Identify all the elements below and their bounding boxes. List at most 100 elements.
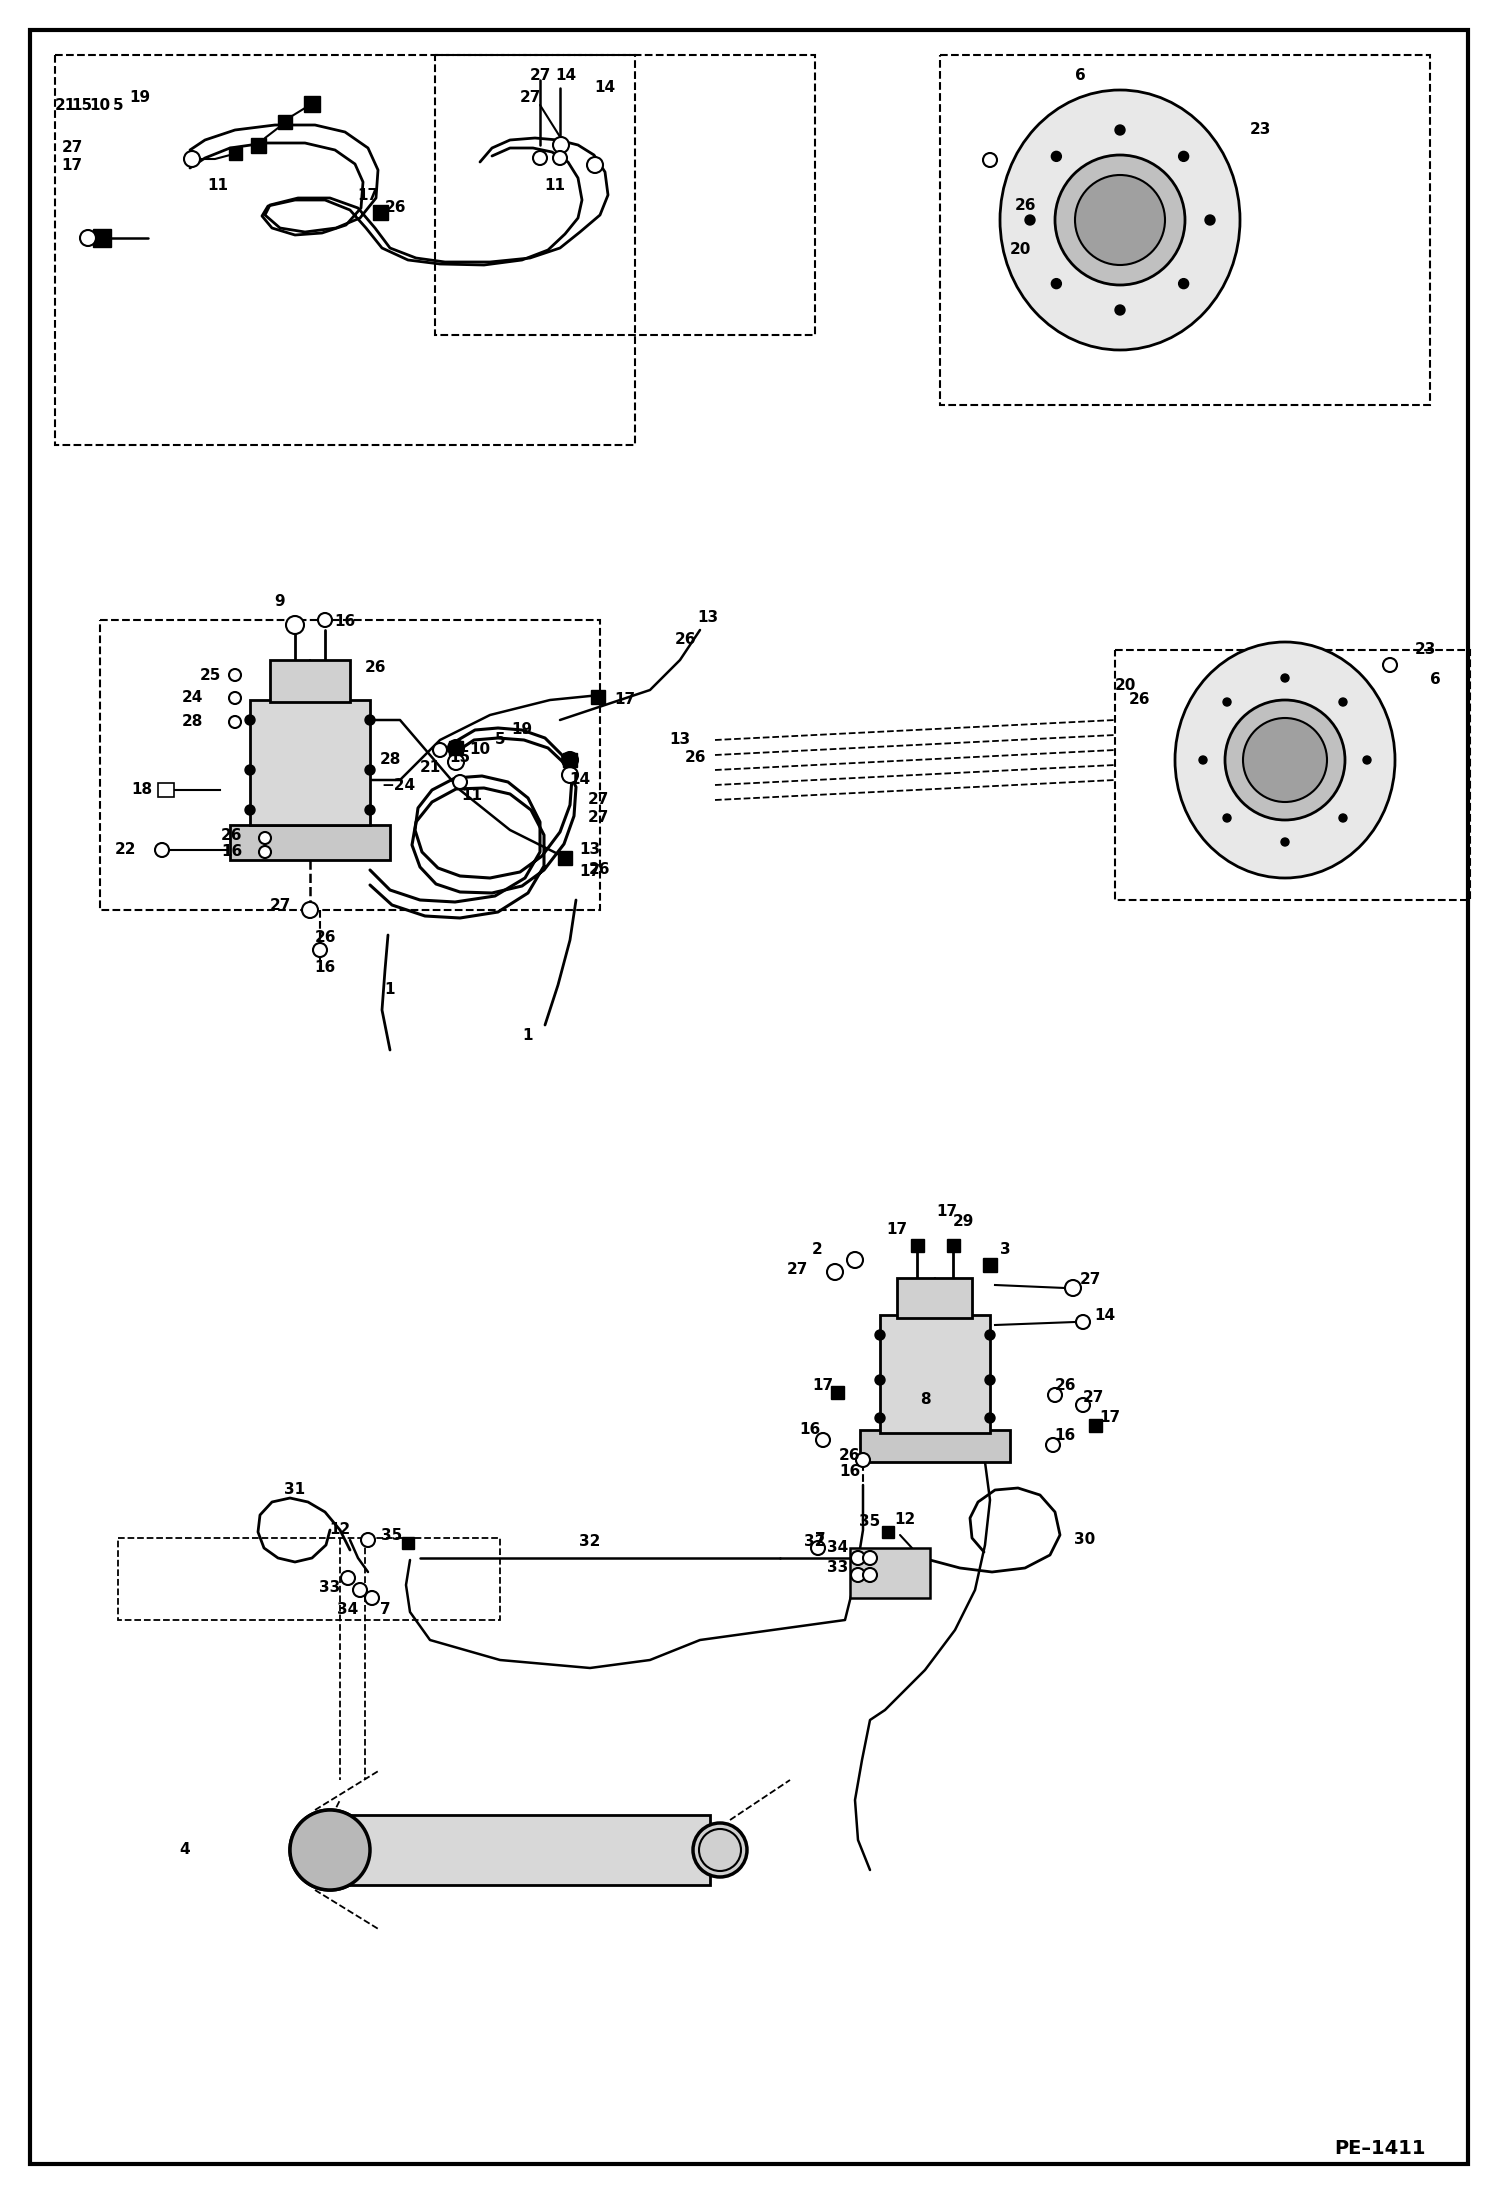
Text: 27: 27 (1083, 1391, 1104, 1406)
Bar (250, 700, 370, 825)
Text: 17: 17 (61, 158, 82, 173)
Bar (830, 1384, 843, 1398)
Text: 24: 24 (181, 691, 202, 706)
Bar (882, 1527, 894, 1538)
Circle shape (875, 1376, 885, 1384)
Bar (270, 660, 351, 702)
Text: 6: 6 (1074, 68, 1086, 83)
Text: 16: 16 (800, 1422, 821, 1437)
Circle shape (1076, 176, 1165, 265)
Text: 12: 12 (894, 1512, 915, 1527)
Text: 34: 34 (827, 1540, 849, 1556)
Bar (941, 55, 1431, 406)
Bar (279, 114, 292, 129)
Text: 22: 22 (114, 842, 136, 858)
Text: 32: 32 (804, 1534, 825, 1549)
Text: 26: 26 (1129, 693, 1150, 706)
Circle shape (1383, 658, 1398, 671)
Text: 31: 31 (285, 1483, 306, 1499)
Circle shape (1339, 698, 1347, 706)
Circle shape (452, 774, 467, 790)
Circle shape (694, 1823, 748, 1878)
Circle shape (1243, 717, 1327, 803)
Text: 13: 13 (670, 733, 691, 748)
Bar (157, 783, 174, 796)
Circle shape (229, 669, 241, 680)
Circle shape (587, 158, 604, 173)
Circle shape (246, 805, 255, 814)
Text: 26: 26 (1014, 197, 1035, 213)
Text: 35: 35 (382, 1527, 403, 1542)
Text: 27: 27 (1080, 1273, 1101, 1288)
Bar (983, 1257, 998, 1273)
Circle shape (983, 154, 998, 167)
Text: 11: 11 (461, 788, 482, 803)
Text: 26: 26 (674, 632, 695, 647)
Text: 33: 33 (319, 1580, 340, 1595)
Circle shape (986, 1330, 995, 1341)
Circle shape (291, 1810, 370, 1889)
Circle shape (846, 1253, 863, 1268)
Text: 26: 26 (385, 200, 406, 215)
Text: 13: 13 (698, 610, 719, 625)
Text: 26: 26 (589, 862, 611, 878)
Circle shape (246, 766, 255, 774)
Text: 25: 25 (199, 667, 220, 682)
Text: 4: 4 (180, 1843, 190, 1858)
Text: 19: 19 (511, 722, 533, 737)
Circle shape (1055, 156, 1185, 285)
Text: 14: 14 (1095, 1308, 1116, 1323)
Text: 17: 17 (1100, 1411, 1121, 1426)
Text: 5: 5 (112, 97, 123, 112)
Circle shape (986, 1376, 995, 1384)
Circle shape (184, 151, 201, 167)
Bar (231, 825, 389, 860)
Text: 6: 6 (1429, 674, 1441, 687)
Circle shape (154, 842, 169, 858)
Text: 10: 10 (469, 742, 490, 757)
Text: 20: 20 (1010, 244, 1031, 257)
Text: 8: 8 (920, 1393, 930, 1409)
Circle shape (855, 1452, 870, 1468)
Bar (304, 97, 321, 112)
Text: 30: 30 (1074, 1531, 1095, 1547)
Text: 2: 2 (812, 1242, 822, 1257)
Text: 21: 21 (419, 761, 440, 774)
Text: PE–1411: PE–1411 (1335, 2139, 1426, 2157)
Text: 23: 23 (1414, 643, 1435, 658)
Circle shape (851, 1569, 864, 1582)
Circle shape (553, 151, 568, 165)
Text: 17: 17 (887, 1222, 908, 1237)
Circle shape (448, 739, 464, 757)
Text: 23: 23 (1249, 123, 1270, 138)
Circle shape (448, 755, 464, 770)
Circle shape (318, 612, 333, 627)
Bar (563, 753, 577, 768)
Circle shape (562, 753, 578, 768)
Text: 26: 26 (839, 1448, 861, 1463)
Circle shape (361, 1534, 374, 1547)
Text: 7: 7 (815, 1531, 825, 1547)
Text: 14: 14 (595, 81, 616, 97)
Bar (401, 1538, 413, 1549)
Text: −24: −24 (380, 777, 415, 792)
Bar (229, 147, 241, 160)
Text: 16: 16 (1055, 1428, 1076, 1441)
Circle shape (366, 805, 374, 814)
Text: 27: 27 (587, 810, 608, 825)
Text: 29: 29 (953, 1215, 974, 1229)
Circle shape (366, 766, 374, 774)
Circle shape (1076, 1398, 1091, 1413)
Bar (93, 228, 111, 248)
Text: 35: 35 (860, 1514, 881, 1529)
Circle shape (342, 1571, 355, 1584)
Text: 15: 15 (72, 97, 93, 112)
Text: 5: 5 (494, 733, 505, 748)
Circle shape (863, 1569, 876, 1582)
Circle shape (875, 1413, 885, 1424)
Text: 26: 26 (315, 930, 336, 946)
Circle shape (863, 1551, 876, 1564)
Circle shape (1046, 1437, 1061, 1452)
Ellipse shape (1001, 90, 1240, 351)
Circle shape (366, 715, 374, 724)
